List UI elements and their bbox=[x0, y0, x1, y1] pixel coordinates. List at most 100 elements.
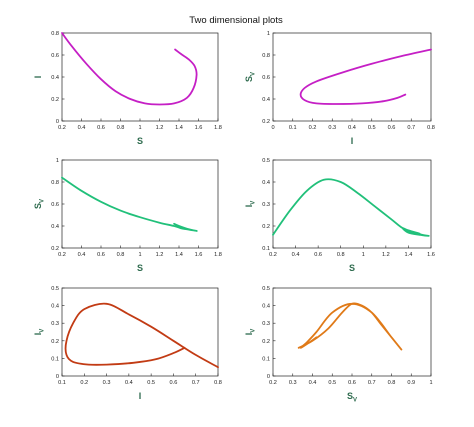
x-axis-label: SV bbox=[347, 391, 357, 404]
y-tick-label: 0.4 bbox=[262, 304, 270, 310]
y-tick-label: 0.4 bbox=[262, 97, 270, 103]
y-axis-label: SV bbox=[244, 72, 257, 82]
y-tick-label: 0.1 bbox=[51, 356, 59, 362]
series-line bbox=[272, 178, 430, 237]
x-tick-label: 0.6 bbox=[388, 125, 396, 131]
y-tick-label: 0.3 bbox=[262, 202, 270, 208]
y-axis-label: SV bbox=[33, 199, 46, 209]
y-tick-label: 0.2 bbox=[51, 339, 59, 345]
y-tick-label: 0.4 bbox=[262, 180, 270, 186]
y-axis-label: IV bbox=[33, 329, 46, 336]
y-tick-label: 0 bbox=[56, 119, 59, 125]
y-axis-label: IV bbox=[244, 329, 257, 336]
x-tick-label: 0.5 bbox=[368, 125, 376, 131]
y-axis-label: I bbox=[33, 76, 43, 79]
chart-panel-6: 0.2 0.3 0.4 0.5 0.6 0.7 0.8 0.9 1 0 0.1 0.2 0.3 0.4 0.… bbox=[244, 286, 433, 404]
x-tick-label: 0.5 bbox=[147, 380, 155, 386]
y-tick-label: 0 bbox=[56, 374, 59, 380]
y-tick-label: 0.4 bbox=[51, 304, 59, 310]
x-tick-label: 1.4 bbox=[175, 252, 183, 258]
x-tick-label: 1.6 bbox=[195, 252, 203, 258]
x-tick-label: 1.4 bbox=[405, 252, 413, 258]
x-tick-label: 0.2 bbox=[80, 380, 88, 386]
x-tick-label: 0.8 bbox=[337, 252, 345, 258]
x-tick-label: 1.8 bbox=[214, 125, 222, 131]
x-axis-label: S bbox=[349, 263, 355, 273]
x-tick-label: 0.6 bbox=[314, 252, 322, 258]
chart-panel-1: 0.2 0.4 0.6 0.8 1 1.2 1.4 1.6 1.800.20.40.60.8SI bbox=[33, 31, 222, 146]
x-tick-label: 0.8 bbox=[117, 252, 125, 258]
x-tick-label: 0.6 bbox=[348, 380, 356, 386]
x-tick-label: 0.6 bbox=[170, 380, 178, 386]
x-tick-label: 0.7 bbox=[368, 380, 376, 386]
y-tick-label: 0.4 bbox=[51, 224, 59, 230]
y-tick-label: 0.3 bbox=[51, 321, 59, 327]
plot-frame bbox=[272, 287, 432, 377]
x-tick-label: 0.2 bbox=[58, 252, 66, 258]
x-tick-label: 0.9 bbox=[407, 380, 415, 386]
chart-panel-5: 0.1 0.2 0.3 0.4 0.5 0.6 0.7 0.800.10.20.30.40.5… bbox=[33, 286, 222, 401]
x-tick-label: 0.6 bbox=[97, 252, 105, 258]
plot-frame bbox=[272, 159, 432, 249]
y-tick-label: 0.5 bbox=[262, 158, 270, 164]
chart-panel-3: 0.2 0.4 0.6 0.8 1 1.2 1.4 1.6 1.8 0.2 0.4 0.6 0.8 1 S S… bbox=[33, 158, 222, 273]
x-axis-label: S bbox=[137, 136, 143, 146]
x-tick-label: 0.7 bbox=[407, 125, 415, 131]
y-tick-label: 0.2 bbox=[262, 119, 270, 125]
plot-frame bbox=[61, 159, 219, 249]
x-tick-label: 0.2 bbox=[269, 380, 277, 386]
y-tick-label: 0.2 bbox=[51, 246, 59, 252]
x-tick-label: 1.4 bbox=[175, 125, 183, 131]
y-tick-label: 0.6 bbox=[51, 202, 59, 208]
x-tick-label: 0.5 bbox=[328, 380, 336, 386]
y-axis-label: IV bbox=[244, 201, 257, 208]
x-tick-label: 0.8 bbox=[214, 380, 222, 386]
plot-frame bbox=[61, 32, 219, 122]
x-tick-label: 0.1 bbox=[58, 380, 66, 386]
plot-frame bbox=[272, 32, 432, 122]
y-tick-label: 0.2 bbox=[262, 224, 270, 230]
x-tick-label: 1 bbox=[429, 380, 432, 386]
y-tick-label: 1 bbox=[56, 158, 59, 164]
chart-panel-2: 0 0.1 0.2 0.3 0.4 0.5 0.6 0.7 0.8 0.2 0.4 0.6 0.8 1 I S… bbox=[244, 31, 435, 146]
y-tick-label: 0.8 bbox=[51, 31, 59, 37]
y-tick-label: 0.3 bbox=[262, 321, 270, 327]
x-tick-label: 0.2 bbox=[269, 252, 277, 258]
x-tick-label: 0.8 bbox=[117, 125, 125, 131]
x-tick-label: 0.3 bbox=[289, 380, 297, 386]
y-tick-label: 0.6 bbox=[262, 75, 270, 81]
x-tick-label: 0.4 bbox=[78, 252, 86, 258]
x-tick-label: 1.6 bbox=[427, 252, 435, 258]
x-tick-label: 0.3 bbox=[328, 125, 336, 131]
x-tick-label: 1 bbox=[138, 252, 141, 258]
x-tick-label: 1.2 bbox=[156, 252, 164, 258]
y-tick-label: 0.2 bbox=[51, 97, 59, 103]
x-tick-label: 1.6 bbox=[195, 125, 203, 131]
x-tick-label: 0.6 bbox=[97, 125, 105, 131]
x-tick-label: 1.2 bbox=[156, 125, 164, 131]
x-tick-label: 0.4 bbox=[78, 125, 86, 131]
x-tick-label: 0.2 bbox=[58, 125, 66, 131]
x-tick-label: 0.8 bbox=[388, 380, 396, 386]
series-line bbox=[61, 32, 198, 106]
y-tick-label: 0.5 bbox=[51, 286, 59, 292]
x-tick-label: 0.4 bbox=[292, 252, 300, 258]
y-tick-label: 0.5 bbox=[262, 286, 270, 292]
x-tick-label: 0.7 bbox=[192, 380, 200, 386]
y-tick-label: 0.1 bbox=[262, 356, 270, 362]
x-tick-label: 0.4 bbox=[309, 380, 317, 386]
x-tick-label: 0.4 bbox=[348, 125, 356, 131]
x-tick-label: 0.2 bbox=[309, 125, 317, 131]
figure-title: Two dimensional plots bbox=[189, 15, 283, 26]
x-tick-label: 1 bbox=[138, 125, 141, 131]
x-axis-label: I bbox=[351, 136, 354, 146]
x-tick-label: 0.3 bbox=[103, 380, 111, 386]
x-axis-label: S bbox=[137, 263, 143, 273]
x-tick-label: 1 bbox=[362, 252, 365, 258]
series-line bbox=[61, 176, 198, 232]
y-tick-label: 0 bbox=[267, 374, 270, 380]
x-tick-label: 1.2 bbox=[382, 252, 390, 258]
y-tick-label: 0.2 bbox=[262, 339, 270, 345]
